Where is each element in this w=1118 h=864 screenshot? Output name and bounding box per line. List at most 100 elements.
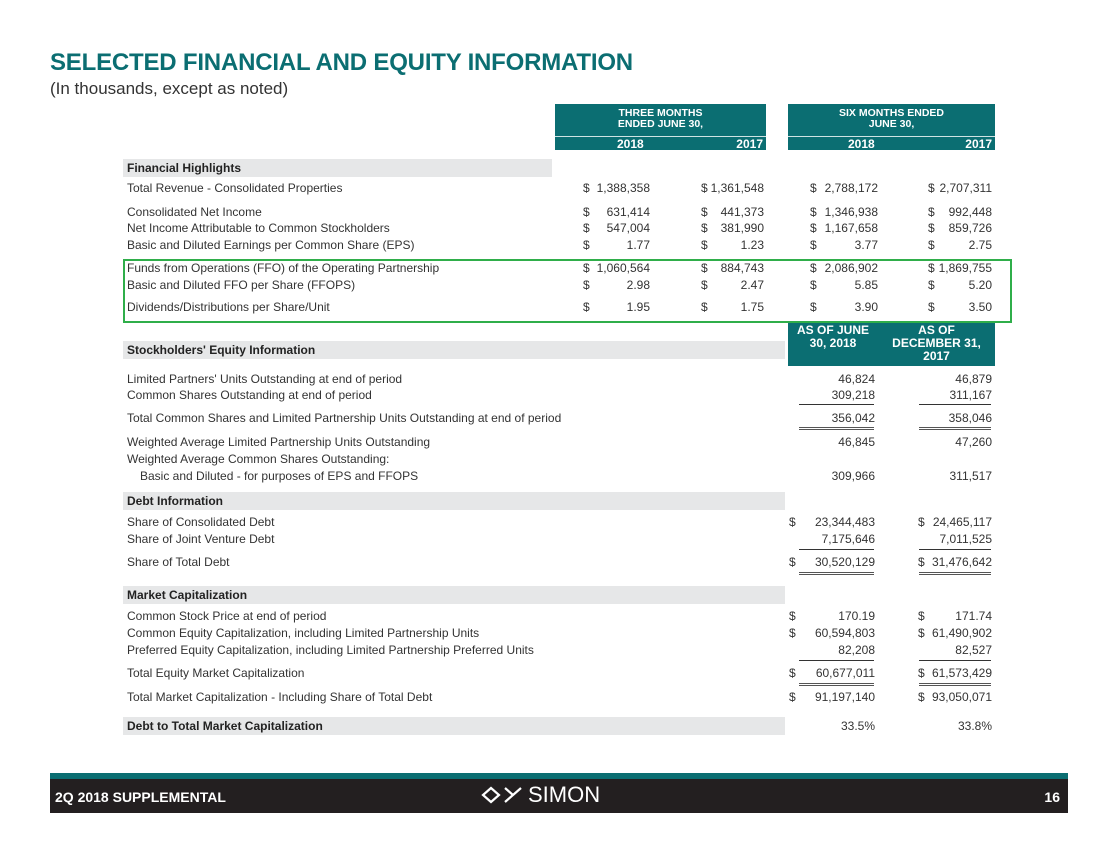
underline (919, 660, 991, 661)
row-label: Share of Joint Venture Debt (127, 532, 275, 546)
value-cell: $1.75 (701, 299, 764, 315)
value-cell: $381,990 (701, 220, 764, 236)
value-cell: $5.85 (810, 277, 878, 293)
simon-logo: SIMON (480, 782, 600, 808)
value-cell: 82,527 (918, 642, 992, 658)
value-cell: $91,197,140 (789, 689, 875, 705)
value-cell: $1,361,548 (701, 180, 764, 196)
amount: 1,869,755 (938, 261, 992, 275)
amount: 859,726 (948, 221, 992, 235)
value-cell: $1,167,658 (810, 220, 878, 236)
currency-symbol: $ (918, 555, 925, 569)
amount: 30,520,129 (814, 555, 875, 569)
row-label: Total Revenue - Consolidated Properties (127, 181, 343, 195)
currency-symbol: $ (701, 181, 708, 195)
currency-symbol: $ (810, 238, 817, 252)
amount: 356,042 (831, 411, 875, 425)
amount: 358,046 (948, 411, 992, 425)
value-cell: $992,448 (928, 204, 992, 220)
value-cell: 311,167 (918, 387, 993, 403)
amount: 309,218 (831, 388, 875, 402)
value-cell: $30,520,129 (789, 554, 875, 570)
section-heading: Debt Information (123, 492, 785, 510)
amount: 82,527 (955, 643, 992, 657)
amount: 82,208 (838, 643, 875, 657)
value-cell: $5.20 (928, 277, 992, 293)
value-cell: $61,490,902 (918, 625, 992, 641)
three-months-header: THREE MONTHS ENDED JUNE 30, 2018 2017 (555, 104, 766, 151)
amount: 170.19 (838, 609, 875, 623)
currency-symbol: $ (810, 278, 817, 292)
amount: 24,465,117 (932, 515, 992, 529)
amount: 2.98 (626, 278, 650, 292)
value-cell: 356,042 (789, 410, 875, 426)
value-cell: 309,966 (789, 468, 875, 484)
value-cell: $2.75 (928, 237, 992, 253)
as-of-dec-label: AS OF DECEMBER 31, 2017 (892, 323, 981, 363)
value-cell: 358,046 (918, 410, 992, 426)
amount: 311,167 (949, 388, 993, 402)
value-cell: 46,845 (789, 434, 875, 450)
value-cell: $859,726 (928, 220, 992, 236)
year-header: 2017 (736, 137, 763, 151)
row-label: Share of Total Debt (127, 555, 230, 569)
currency-symbol: $ (918, 609, 925, 623)
value-cell: $2,707,311 (928, 180, 992, 196)
underline (799, 404, 874, 405)
value-cell: $1.77 (583, 237, 650, 253)
footer-label: 2Q 2018 SUPPLEMENTAL (55, 789, 226, 805)
row-label: Funds from Operations (FFO) of the Opera… (127, 261, 440, 275)
currency-symbol: $ (701, 221, 708, 235)
currency-symbol: $ (810, 181, 817, 195)
currency-symbol: $ (928, 300, 935, 314)
underline (919, 404, 991, 405)
currency-symbol: $ (789, 666, 796, 680)
section-heading: Market Capitalization (123, 586, 785, 604)
row-label: Total Market Capitalization - Including … (127, 690, 433, 704)
as-of-june-label: AS OF JUNE 30, 2018 (796, 323, 869, 350)
currency-symbol: $ (583, 261, 590, 275)
amount: 1,388,358 (596, 181, 650, 195)
amount: 3.50 (968, 300, 992, 314)
currency-symbol: $ (810, 221, 817, 235)
value-cell: $1,060,564 (583, 260, 650, 276)
value-cell: $1.95 (583, 299, 650, 315)
value-cell: $171.74 (918, 608, 992, 624)
value-cell: $2.47 (701, 277, 764, 293)
value-cell: $23,344,483 (789, 514, 875, 530)
amount: 5.85 (854, 278, 878, 292)
value-cell: $3.77 (810, 237, 878, 253)
currency-symbol: $ (918, 626, 925, 640)
value-cell: $1.23 (701, 237, 764, 253)
double-underline (799, 572, 874, 575)
amount: 46,879 (955, 372, 992, 386)
page-subtitle: (In thousands, except as noted) (50, 79, 289, 98)
amount: 7,175,646 (821, 532, 875, 546)
amount: 61,490,902 (931, 626, 992, 640)
amount: 2.47 (740, 278, 764, 292)
value-cell: $441,373 (701, 204, 764, 220)
row-label: Common Shares Outstanding at end of peri… (127, 388, 372, 402)
currency-symbol: $ (810, 300, 817, 314)
value-cell: $1,869,755 (928, 260, 992, 276)
value-cell: 82,208 (789, 642, 875, 658)
currency-symbol: $ (583, 221, 590, 235)
currency-symbol: $ (701, 278, 708, 292)
amount: 381,990 (720, 221, 764, 235)
currency-symbol: $ (701, 205, 708, 219)
value-cell: $2.98 (583, 277, 650, 293)
amount: 47,260 (955, 435, 992, 449)
amount: 1.23 (740, 238, 764, 252)
value-cell: $884,743 (701, 260, 764, 276)
amount: 441,373 (720, 205, 764, 219)
row-label: Preferred Equity Capitalization, includi… (127, 643, 534, 657)
double-underline (919, 427, 991, 430)
currency-symbol: $ (918, 666, 925, 680)
amount: 46,845 (838, 435, 875, 449)
section-heading: Debt to Total Market Capitalization (123, 717, 785, 735)
value-cell: 46,824 (789, 371, 875, 387)
currency-symbol: $ (583, 181, 590, 195)
amount: 60,594,803 (814, 626, 875, 640)
currency-symbol: $ (583, 238, 590, 252)
value-cell: $3.50 (928, 299, 992, 315)
